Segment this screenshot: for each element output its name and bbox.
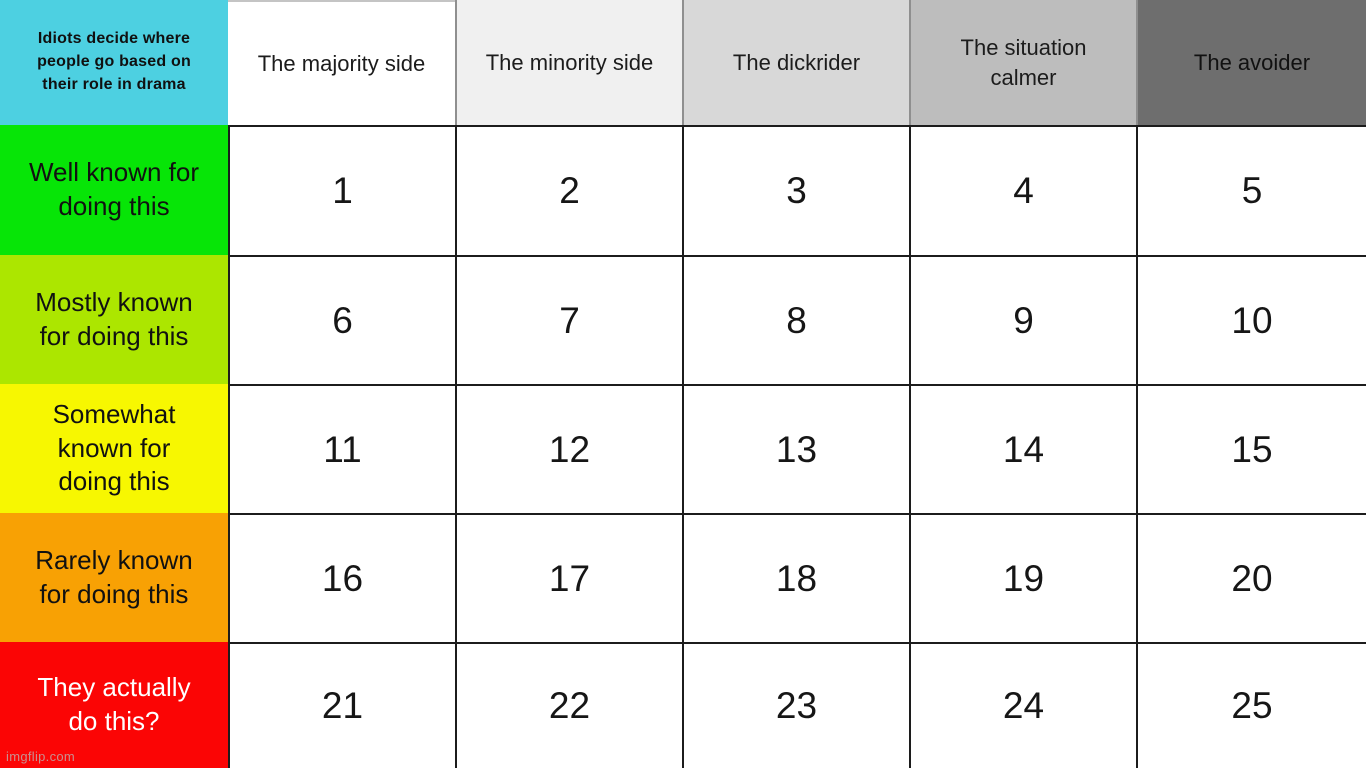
grid-cell: 1 (228, 125, 455, 255)
grid-cell: 6 (228, 255, 455, 384)
grid-cell: 23 (682, 642, 909, 768)
grid-cell: 24 (909, 642, 1136, 768)
col-header-situation-calmer: The situation calmer (909, 0, 1136, 125)
grid-cell: 3 (682, 125, 909, 255)
grid-cell: 2 (455, 125, 682, 255)
chart-title-cell: Idiots decide where people go based on t… (0, 0, 228, 125)
grid-cell: 15 (1136, 384, 1366, 513)
row-header-somewhat-known: Somewhat known for doing this (0, 384, 228, 513)
col-header-majority-side: The majority side (228, 0, 455, 125)
grid-cell: 10 (1136, 255, 1366, 384)
row-header-rarely-known: Rarely known for doing this (0, 513, 228, 642)
grid-cell: 16 (228, 513, 455, 642)
col-header-minority-side: The minority side (455, 0, 682, 125)
grid-cell: 8 (682, 255, 909, 384)
grid-cell: 14 (909, 384, 1136, 513)
row-header-mostly-known: Mostly known for doing this (0, 255, 228, 384)
grid-cell: 13 (682, 384, 909, 513)
row-header-well-known: Well known for doing this (0, 125, 228, 255)
grid-cell: 4 (909, 125, 1136, 255)
grid-cell: 7 (455, 255, 682, 384)
grid-cell: 19 (909, 513, 1136, 642)
grid-cell: 20 (1136, 513, 1366, 642)
grid-cell: 5 (1136, 125, 1366, 255)
grid-cell: 18 (682, 513, 909, 642)
grid-cell: 25 (1136, 642, 1366, 768)
grid-cell: 17 (455, 513, 682, 642)
grid-cell: 22 (455, 642, 682, 768)
grid-cell: 9 (909, 255, 1136, 384)
grid-cell: 11 (228, 384, 455, 513)
grid-cell: 21 (228, 642, 455, 768)
col-header-avoider: The avoider (1136, 0, 1366, 125)
grid-cell: 12 (455, 384, 682, 513)
row-header-actually-do: They actually do this? (0, 642, 228, 768)
col-header-dickrider: The dickrider (682, 0, 909, 125)
imgflip-watermark: imgflip.com (6, 749, 76, 764)
